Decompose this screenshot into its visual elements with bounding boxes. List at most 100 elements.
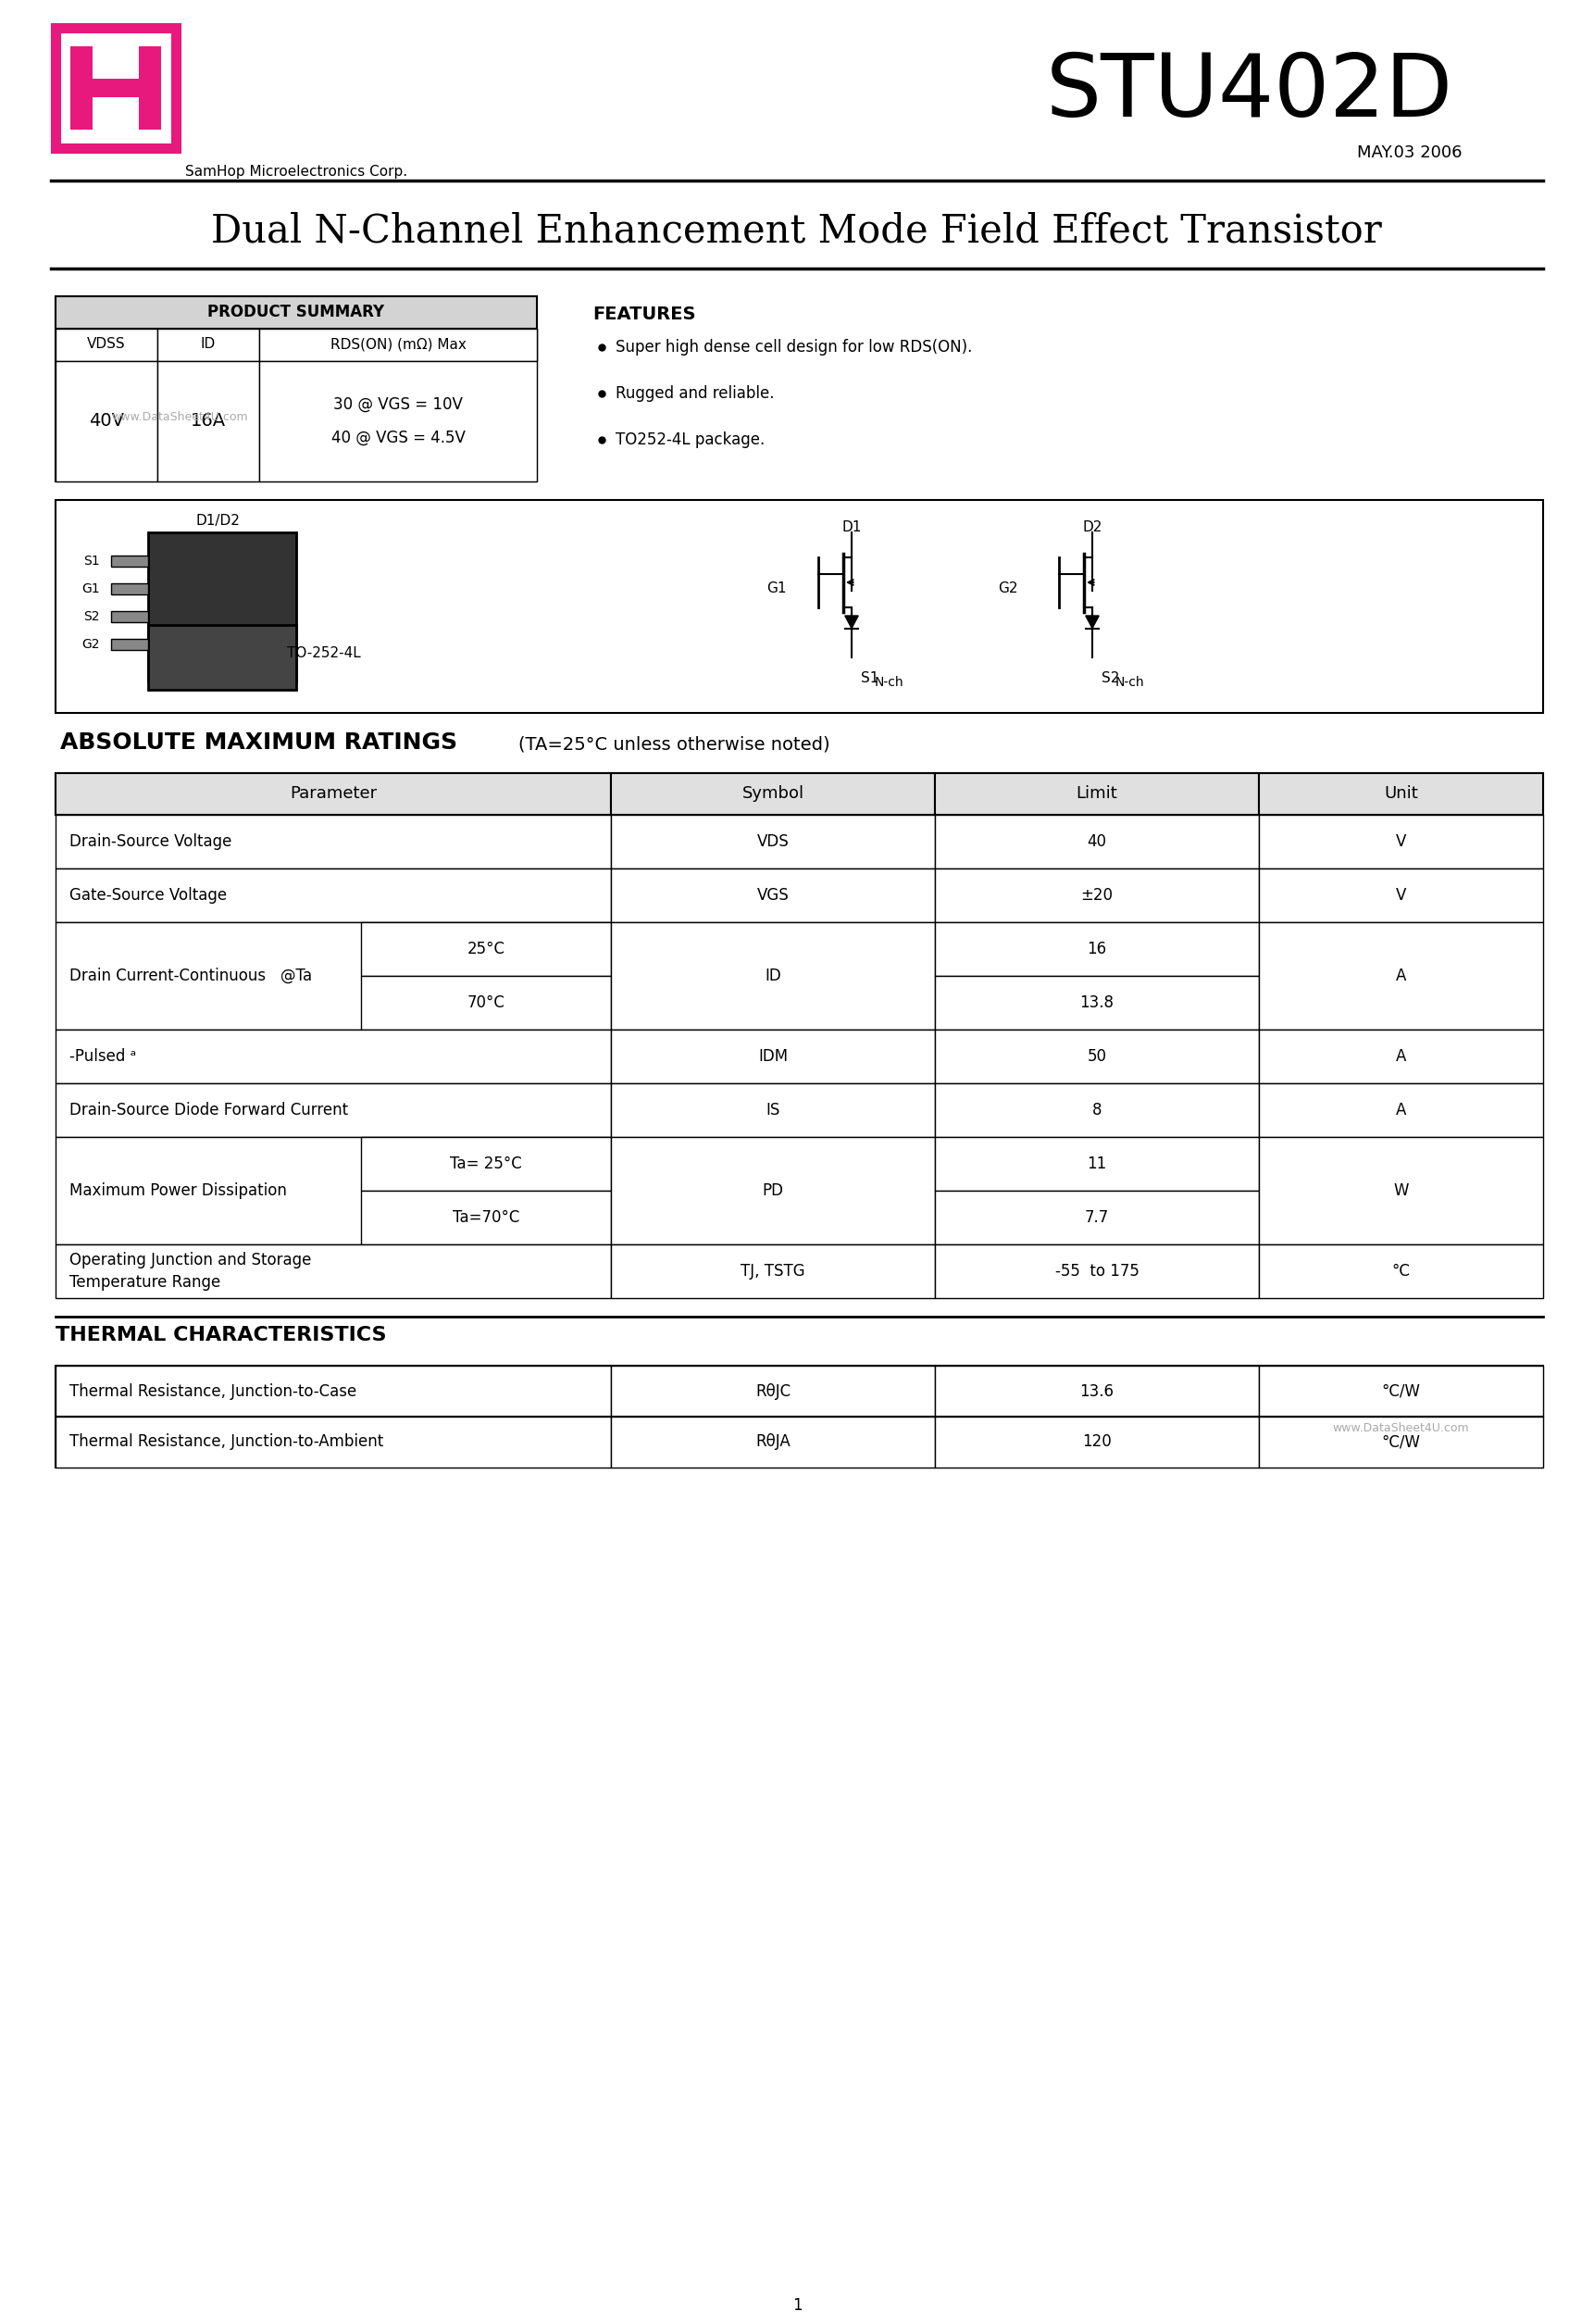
Bar: [936, 1190, 1259, 1243]
Text: 30 @ VGS = 10V: 30 @ VGS = 10V: [333, 397, 462, 414]
Text: VGS: VGS: [757, 888, 789, 904]
Text: S2: S2: [1101, 672, 1119, 686]
Bar: [611, 1136, 936, 1243]
Bar: [112, 555, 148, 567]
Bar: [936, 1243, 1259, 1299]
Text: MAY.03 2006: MAY.03 2006: [1358, 144, 1463, 160]
Bar: [112, 583, 148, 595]
Bar: [56, 816, 611, 869]
Text: 40V: 40V: [89, 411, 124, 430]
Text: 1: 1: [792, 2296, 802, 2315]
Text: (TA=25°C unless otherwise noted): (TA=25°C unless otherwise noted): [518, 734, 830, 753]
Bar: [611, 1367, 936, 1418]
Bar: [1259, 1418, 1543, 1466]
Bar: [260, 360, 537, 481]
Bar: [360, 976, 611, 1030]
Text: Limit: Limit: [1076, 786, 1117, 802]
Text: G2: G2: [81, 639, 100, 651]
Bar: [56, 1418, 611, 1466]
Bar: [936, 816, 1259, 869]
Bar: [360, 923, 611, 976]
Bar: [56, 1243, 611, 1299]
Text: V: V: [1396, 888, 1406, 904]
Bar: [260, 328, 537, 360]
Bar: [56, 774, 1543, 816]
Bar: [611, 869, 936, 923]
Bar: [56, 869, 611, 923]
Text: 50: 50: [1087, 1048, 1106, 1064]
Text: Ta= 25°C: Ta= 25°C: [450, 1155, 521, 1171]
Text: G2: G2: [998, 581, 1019, 595]
Text: G1: G1: [767, 581, 787, 595]
Bar: [56, 295, 537, 481]
Bar: [56, 28, 175, 149]
Text: Maximum Power Dissipation: Maximum Power Dissipation: [70, 1183, 287, 1199]
Text: TJ, TSTG: TJ, TSTG: [741, 1262, 805, 1281]
Bar: [56, 1367, 1543, 1418]
Bar: [56, 360, 158, 481]
Bar: [611, 1418, 936, 1466]
Bar: [936, 869, 1259, 923]
Text: RθJC: RθJC: [756, 1383, 791, 1399]
Text: PD: PD: [762, 1183, 784, 1199]
Text: 40: 40: [1087, 834, 1106, 851]
Text: W: W: [1393, 1183, 1409, 1199]
Text: -55  to 175: -55 to 175: [1055, 1262, 1140, 1281]
Bar: [936, 774, 1259, 816]
Bar: [56, 774, 611, 816]
Text: S1: S1: [83, 555, 100, 567]
Bar: [56, 1136, 611, 1243]
Text: A: A: [1396, 1102, 1406, 1118]
Bar: [56, 1367, 611, 1418]
Text: RDS(ON) (mΩ) Max: RDS(ON) (mΩ) Max: [330, 337, 465, 351]
Bar: [140, 49, 159, 128]
Text: www.DataSheet4U.com: www.DataSheet4U.com: [1333, 1422, 1470, 1434]
Text: G1: G1: [81, 583, 100, 595]
Text: 40 @ VGS = 4.5V: 40 @ VGS = 4.5V: [332, 430, 465, 446]
Bar: [936, 1083, 1259, 1136]
Text: FEATURES: FEATURES: [593, 304, 695, 323]
Text: 13.8: 13.8: [1079, 995, 1114, 1011]
Bar: [360, 1190, 611, 1243]
Text: -Pulsed ᵃ: -Pulsed ᵃ: [70, 1048, 135, 1064]
Bar: [1259, 816, 1543, 869]
Text: Symbol: Symbol: [741, 786, 803, 802]
Bar: [936, 1418, 1259, 1466]
Text: ABSOLUTE MAXIMUM RATINGS: ABSOLUTE MAXIMUM RATINGS: [61, 732, 457, 753]
Text: A: A: [1396, 1048, 1406, 1064]
Text: 13.6: 13.6: [1079, 1383, 1114, 1399]
Bar: [70, 79, 161, 98]
Bar: [1259, 774, 1543, 816]
Bar: [1259, 1030, 1543, 1083]
Text: 16A: 16A: [191, 411, 226, 430]
Text: V: V: [1396, 834, 1406, 851]
Bar: [92, 98, 139, 130]
Text: www.DataSheet4U.com: www.DataSheet4U.com: [112, 411, 247, 423]
Bar: [1259, 1136, 1543, 1243]
Bar: [611, 923, 936, 1030]
Text: TO-252-4L: TO-252-4L: [287, 646, 360, 660]
Text: SamHop Microelectronics Corp.: SamHop Microelectronics Corp.: [185, 165, 408, 179]
Text: Thermal Resistance, Junction-to-Case: Thermal Resistance, Junction-to-Case: [70, 1383, 357, 1399]
Bar: [56, 328, 158, 360]
Bar: [56, 1083, 611, 1136]
Bar: [112, 639, 148, 651]
Text: D1/D2: D1/D2: [196, 514, 239, 528]
Text: Ta=70°C: Ta=70°C: [453, 1208, 520, 1225]
Bar: [158, 328, 260, 360]
Text: Rugged and reliable.: Rugged and reliable.: [615, 386, 775, 402]
Text: Temperature Range: Temperature Range: [70, 1274, 220, 1290]
Text: Parameter: Parameter: [290, 786, 376, 802]
Bar: [611, 774, 936, 816]
Text: ±20: ±20: [1081, 888, 1113, 904]
Text: Drain-Source Diode Forward Current: Drain-Source Diode Forward Current: [70, 1102, 347, 1118]
Text: TO252-4L package.: TO252-4L package.: [615, 432, 765, 449]
Text: D2: D2: [1082, 521, 1101, 535]
Bar: [139, 46, 161, 130]
Text: Dual N-Channel Enhancement Mode Field Effect Transistor: Dual N-Channel Enhancement Mode Field Ef…: [210, 211, 1382, 251]
Bar: [148, 625, 296, 690]
Bar: [936, 1367, 1259, 1418]
Text: Operating Junction and Storage: Operating Junction and Storage: [70, 1253, 311, 1269]
Text: Unit: Unit: [1384, 786, 1419, 802]
Bar: [1259, 1243, 1543, 1299]
